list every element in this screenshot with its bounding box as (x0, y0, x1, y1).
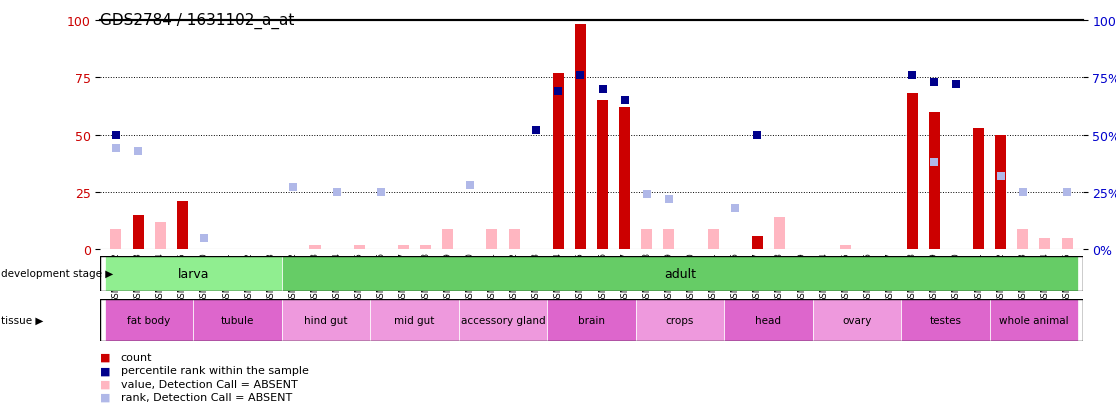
Text: testes: testes (930, 315, 961, 325)
Text: ovary: ovary (843, 315, 872, 325)
Text: mid gut: mid gut (394, 315, 435, 325)
Bar (724, 299, 812, 341)
Bar (155, 222, 165, 250)
Bar (619, 108, 631, 250)
Bar (282, 256, 1078, 291)
Bar (973, 128, 984, 250)
Text: percentile rank within the sample: percentile rank within the sample (121, 366, 308, 375)
Bar (636, 299, 724, 341)
Text: head: head (756, 315, 781, 325)
Text: ■: ■ (100, 392, 110, 402)
Text: tubule: tubule (221, 315, 254, 325)
Text: fat body: fat body (127, 315, 171, 325)
Bar (901, 299, 990, 341)
Text: value, Detection Call = ABSENT: value, Detection Call = ABSENT (121, 379, 297, 389)
Bar (552, 74, 564, 250)
Bar (990, 299, 1078, 341)
Text: ■: ■ (100, 366, 110, 375)
Bar (133, 216, 144, 250)
Bar (840, 245, 852, 250)
Bar (1018, 229, 1028, 250)
Bar (906, 94, 917, 250)
Text: crops: crops (666, 315, 694, 325)
Bar (282, 299, 371, 341)
Bar (354, 245, 365, 250)
Bar (371, 299, 459, 341)
Bar (812, 299, 901, 341)
Bar (193, 299, 282, 341)
Text: adult: adult (664, 267, 696, 280)
Bar (100, 250, 1083, 413)
Text: brain: brain (578, 315, 605, 325)
Bar (442, 229, 453, 250)
Bar (995, 135, 1007, 250)
Bar (929, 112, 940, 250)
Bar (547, 299, 636, 341)
Text: hind gut: hind gut (305, 315, 348, 325)
Bar (509, 229, 520, 250)
Bar (1039, 238, 1050, 250)
Bar (487, 229, 498, 250)
Bar (398, 245, 408, 250)
Bar (105, 299, 193, 341)
Text: larva: larva (177, 267, 209, 280)
Bar (642, 229, 653, 250)
Text: ■: ■ (100, 379, 110, 389)
Text: whole animal: whole animal (999, 315, 1069, 325)
Bar (752, 236, 763, 250)
Text: accessory gland: accessory gland (461, 315, 546, 325)
Bar (1061, 238, 1072, 250)
Bar (420, 245, 431, 250)
Bar (309, 245, 320, 250)
Bar (663, 229, 674, 250)
Text: development stage ▶: development stage ▶ (1, 268, 114, 279)
Bar (110, 229, 122, 250)
Text: GDS2784 / 1631102_a_at: GDS2784 / 1631102_a_at (100, 12, 295, 28)
Bar (459, 299, 547, 341)
Bar (597, 101, 608, 250)
Bar (105, 256, 282, 291)
Bar (708, 229, 719, 250)
Bar (176, 202, 187, 250)
Text: ■: ■ (100, 352, 110, 362)
Text: rank, Detection Call = ABSENT: rank, Detection Call = ABSENT (121, 392, 291, 402)
Bar (575, 25, 586, 250)
Text: tissue ▶: tissue ▶ (1, 315, 44, 325)
Bar (775, 218, 785, 250)
Text: count: count (121, 352, 152, 362)
